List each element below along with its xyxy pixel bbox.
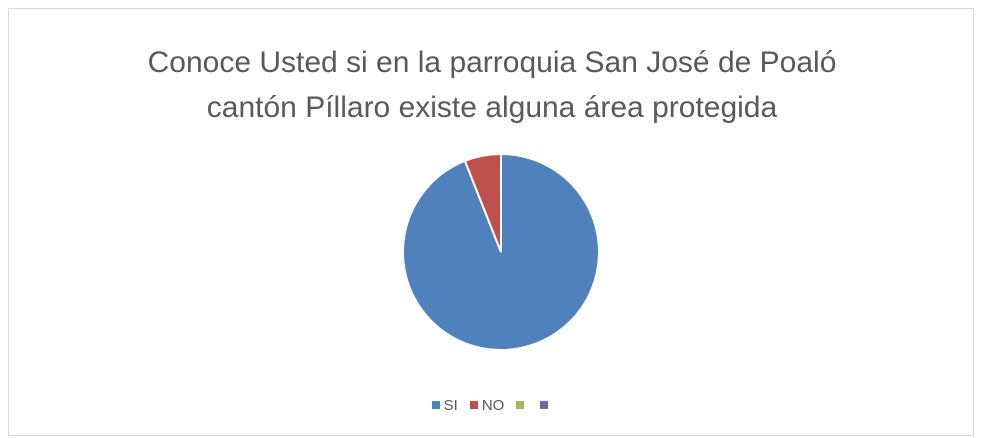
legend-label: SI bbox=[443, 396, 458, 414]
legend-item bbox=[540, 395, 552, 415]
legend-label: NO bbox=[481, 396, 505, 414]
chart-title: Conoce Usted si en la parroquia San José… bbox=[147, 46, 837, 124]
legend: SI NO bbox=[0, 395, 984, 415]
legend-swatch bbox=[516, 401, 525, 409]
legend-item: SI bbox=[431, 395, 458, 415]
legend-swatch bbox=[469, 401, 478, 409]
legend-swatch bbox=[540, 401, 549, 409]
legend-item bbox=[516, 395, 528, 415]
legend-item: NO bbox=[469, 395, 505, 415]
title-box: Conoce Usted si en la parroquia San José… bbox=[0, 40, 984, 130]
legend-swatch bbox=[431, 401, 440, 409]
